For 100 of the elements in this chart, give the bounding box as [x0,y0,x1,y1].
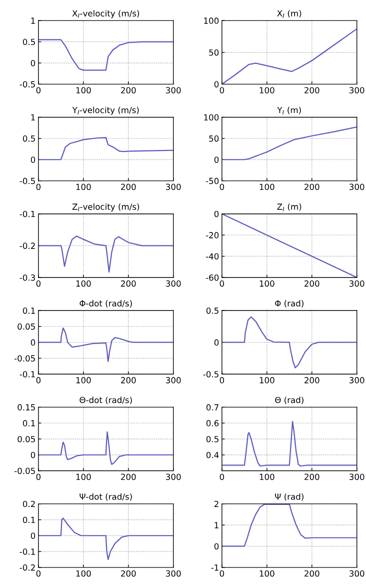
y-tick-label: 0 [214,156,219,163]
x-tick-label: 300 [166,184,181,190]
y-tick-label: 1 [214,522,218,528]
chart-title: Z$_{I}$ (m) [277,203,302,212]
x-tick-label: 100 [76,280,91,287]
y-tick-label: 0.1 [22,516,35,524]
x-tick-label: 100 [260,377,274,384]
y-tick-label: -0.1 [20,371,35,378]
x-tick-label: 300 [166,280,181,287]
line-series [222,316,357,368]
line-series [38,39,174,71]
x-tick-label: 100 [260,184,274,190]
line-series [222,126,357,160]
x-tick-label: 300 [350,87,364,94]
x-tick-label: 200 [304,377,320,384]
y-tick-label: 0 [214,339,219,346]
x-tick-label: 0 [36,474,41,480]
y-tick-label: -0.3 [20,274,35,281]
chart-title: Θ-dot (rad/s) [80,396,132,404]
x-tick-label: 300 [350,377,364,384]
chart-title: X$_{I}$-velocity (m/s) [72,10,140,18]
chart-title: Φ-dot (rad/s) [80,300,132,308]
x-tick-label: 200 [121,280,136,287]
y-tick-label: 0.1 [22,420,35,426]
chart-title: Ψ (rad) [275,493,304,501]
x-tick-label: 100 [260,474,274,480]
x-tick-label: 100 [260,280,274,287]
y-tick-label: -0.5 [203,371,218,378]
x-tick-label: 0 [36,87,41,94]
y-tick-label: 0.4 [206,452,219,458]
y-tick-label: 0.6 [206,420,219,426]
y-tick-label: 50 [209,49,219,56]
x-tick-label: 200 [121,474,136,480]
y-tick-label: 100 [204,18,219,24]
x-tick-label: 300 [166,474,181,480]
line-series [38,431,174,465]
y-tick-label: 1 [31,114,35,120]
x-tick-label: 200 [304,570,320,577]
x-tick-label: 100 [76,377,91,384]
x-tick-label: 200 [304,87,320,94]
y-tick-label: -40 [206,253,219,260]
chart-title: Z$_{I}$-velocity (m/s) [72,203,140,212]
x-tick-label: 100 [76,570,91,577]
y-tick-label: 0.05 [18,436,35,442]
y-tick-label: 0.7 [206,404,218,410]
x-tick-label: 0 [220,280,224,287]
x-tick-label: 300 [350,280,364,287]
y-tick-label: 0.05 [18,323,35,330]
x-tick-label: 300 [166,570,181,577]
y-tick-label: 0 [30,339,36,346]
chart-title: Y$_{I}$-velocity (m/s) [72,106,139,115]
line-series [38,518,174,560]
x-tick-label: 200 [304,474,320,480]
y-tick-label: -0.05 [14,355,35,362]
x-tick-label: 200 [121,87,136,94]
x-tick-label: 300 [350,474,364,480]
y-tick-label: -20 [206,232,219,238]
line-series [38,137,174,160]
y-tick-label: 0.15 [18,404,35,410]
y-tick-label: -0.5 [20,81,35,88]
y-tick-label: -0.5 [20,178,35,184]
y-tick-label: -0.2 [20,564,35,571]
y-tick-label: 0.5 [206,308,218,314]
x-tick-label: 0 [220,474,224,480]
x-tick-label: 0 [36,280,41,287]
x-tick-label: 300 [350,570,364,577]
line-series [222,420,357,467]
x-tick-label: 300 [350,184,364,190]
x-tick-label: 0 [220,184,224,190]
y-tick-label: -1 [211,564,218,571]
x-tick-label: 0 [220,87,224,94]
y-tick-label: 0.5 [22,135,35,142]
line-series [38,236,174,273]
y-tick-label: 0 [214,543,219,550]
x-tick-label: 200 [304,184,320,190]
y-tick-label: 0 [30,60,36,66]
x-tick-label: 0 [220,570,224,577]
x-tick-label: 100 [76,474,91,480]
chart-title: Y$_{I}$ (m) [277,106,301,114]
x-tick-label: 100 [260,87,274,94]
y-tick-label: 0 [30,452,36,458]
y-tick-label: -0.1 [20,548,35,555]
x-tick-label: 0 [36,570,41,577]
x-tick-label: 200 [121,377,136,384]
x-tick-label: 300 [166,377,181,384]
x-tick-label: 300 [166,87,181,94]
x-tick-label: 100 [260,570,274,577]
y-tick-label: 0.5 [22,38,35,46]
y-tick-label: 0 [214,81,219,88]
x-tick-label: 200 [304,280,320,287]
line-series [222,214,357,278]
y-tick-label: 0 [30,532,36,539]
y-tick-label: 0 [30,156,36,163]
line-series [38,327,174,362]
x-tick-label: 200 [121,570,136,577]
y-tick-label: -0.05 [14,468,35,474]
y-tick-label: 50 [209,135,219,142]
x-tick-label: 100 [76,184,91,190]
y-tick-label: -0.2 [20,242,35,249]
chart-title: Θ (rad) [275,396,304,404]
